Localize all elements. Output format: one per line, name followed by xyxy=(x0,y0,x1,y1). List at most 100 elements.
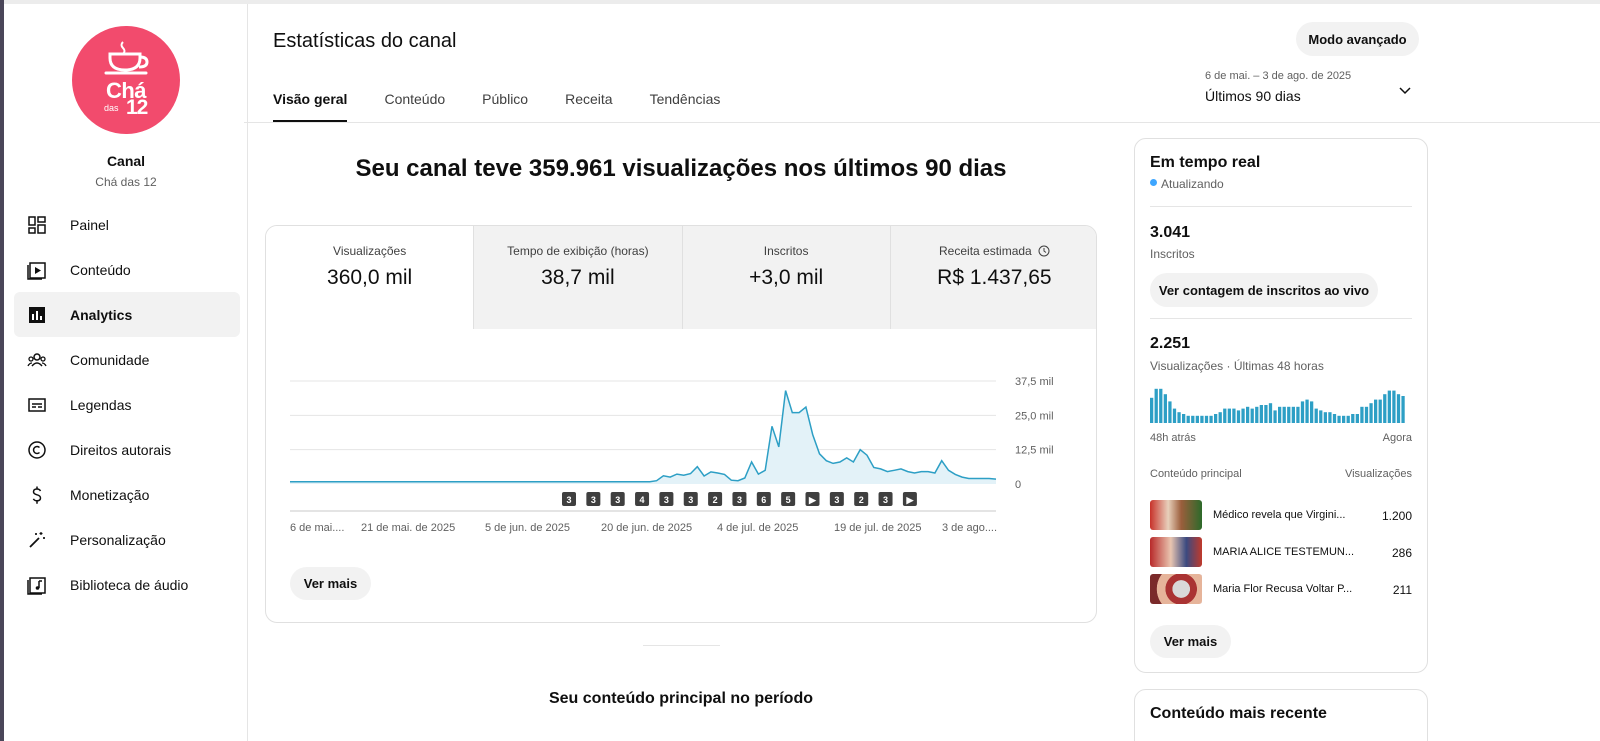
sidebar-item-analytics[interactable]: Analytics xyxy=(14,292,240,337)
upload-marker[interactable] xyxy=(562,492,576,506)
sidebar-item-label: Monetização xyxy=(70,486,150,503)
video-title: Médico revela que Virgini... xyxy=(1213,509,1346,521)
dashboard-icon xyxy=(26,214,48,236)
realtime-bar xyxy=(1314,408,1318,423)
realtime-bar xyxy=(1168,401,1172,423)
y-tick-label: 25,0 mil xyxy=(1015,410,1054,422)
realtime-bar xyxy=(1172,408,1177,423)
upload-marker[interactable] xyxy=(756,492,771,506)
window-top-edge xyxy=(4,0,1600,4)
realtime-bar xyxy=(1241,408,1245,423)
sidebar-item-biblioteca-de-audio[interactable]: Biblioteca de áudio xyxy=(14,562,240,607)
realtime-bar xyxy=(1255,406,1259,423)
realtime-bar xyxy=(1282,406,1286,423)
realtime-bar xyxy=(1209,415,1213,423)
metric-revenue[interactable]: Receita estimada R$ 1.437,65 xyxy=(889,226,1096,329)
realtime-subscribers-label: Inscritos xyxy=(1150,247,1195,261)
top-content-row[interactable]: Médico revela que Virgini... 1.200 xyxy=(1150,500,1412,532)
upload-marker-label: 3 xyxy=(566,495,571,505)
sidebar: Chá das 12 Canal Chá das 12 Painel Conte… xyxy=(4,4,248,741)
sidebar-item-monetizacao[interactable]: Monetização xyxy=(14,472,240,517)
tab-visao-geral[interactable]: Visão geral xyxy=(273,82,348,122)
upload-marker[interactable] xyxy=(586,492,601,506)
realtime-bar xyxy=(1232,408,1236,423)
logo-text-num: 12 xyxy=(126,96,148,119)
sidebar-item-label: Conteúdo xyxy=(70,261,131,278)
top-content-row[interactable]: Maria Flor Recusa Voltar P... 211 xyxy=(1150,574,1412,606)
realtime-bar xyxy=(1342,415,1346,423)
realtime-bar xyxy=(1250,408,1254,423)
realtime-bar xyxy=(1323,412,1327,423)
tab-tendencias[interactable]: Tendências xyxy=(649,91,721,107)
live-subscriber-count-button[interactable]: Ver contagem de inscritos ao vivo xyxy=(1150,273,1378,307)
upload-marker[interactable] xyxy=(683,492,698,506)
area-fill xyxy=(290,390,996,484)
top-content-row[interactable]: MARIA ALICE TESTEMUN... 286 xyxy=(1150,537,1412,569)
realtime-bar xyxy=(1310,401,1314,423)
metric-value: +3,0 mil xyxy=(749,266,824,289)
realtime-bar xyxy=(1236,410,1241,423)
x-tick-label: 19 de jul. de 2025 xyxy=(834,522,921,534)
overview-card: Visualizações 360,0 mil Tempo de exibiçã… xyxy=(265,225,1097,623)
metric-tabs: Visualizações 360,0 mil Tempo de exibiçã… xyxy=(266,226,1096,329)
metric-watch-time[interactable]: Tempo de exibição (horas) 38,7 mil xyxy=(473,226,682,329)
realtime-bar xyxy=(1378,399,1382,423)
monetization-icon xyxy=(26,484,48,506)
top-content-header: Conteúdo principal xyxy=(1150,468,1242,480)
upload-marker[interactable] xyxy=(781,492,796,506)
x-tick-label: 6 de mai.... xyxy=(290,522,344,534)
realtime-bar xyxy=(1159,388,1163,423)
upload-marker[interactable] xyxy=(854,492,869,506)
top-content-title: Seu conteúdo principal no período xyxy=(548,690,813,707)
date-range-selector[interactable]: Últimos 90 dias xyxy=(1205,88,1301,104)
sidebar-item-personalizacao[interactable]: Personalização xyxy=(14,517,240,562)
sidebar-item-comunidade[interactable]: Comunidade xyxy=(14,337,240,382)
realtime-axis-start: 48h atrás xyxy=(1150,432,1196,444)
metric-label: Receita estimada xyxy=(891,244,1096,258)
upload-marker[interactable] xyxy=(805,492,820,506)
upload-marker[interactable] xyxy=(635,492,650,506)
upload-marker[interactable] xyxy=(610,492,625,506)
realtime-bar xyxy=(1287,406,1291,423)
upload-marker[interactable] xyxy=(878,492,893,506)
tab-receita[interactable]: Receita xyxy=(565,91,613,107)
sidebar-item-conteudo[interactable]: Conteúdo xyxy=(14,247,240,292)
realtime-bar xyxy=(1163,394,1167,423)
upload-marker[interactable] xyxy=(708,492,723,506)
chevron-down-icon[interactable] xyxy=(1397,82,1413,98)
divider xyxy=(1150,206,1412,207)
divider xyxy=(1150,318,1412,319)
channel-avatar[interactable]: Chá das 12 xyxy=(72,26,180,134)
upload-marker-label: 3 xyxy=(664,495,669,505)
realtime-bar xyxy=(1278,406,1282,423)
realtime-bar xyxy=(1401,396,1405,423)
metric-views[interactable]: Visualizações 360,0 mil xyxy=(266,226,474,329)
customization-icon xyxy=(26,529,48,551)
tab-conteudo[interactable]: Conteúdo xyxy=(384,91,446,107)
advanced-mode-button[interactable]: Modo avançado xyxy=(1296,22,1419,56)
realtime-bar xyxy=(1305,399,1309,423)
sidebar-item-direitos-autorais[interactable]: Direitos autorais xyxy=(14,427,240,472)
x-tick-label: 21 de mai. de 2025 xyxy=(361,522,455,534)
upload-marker[interactable] xyxy=(902,492,917,506)
y-tick-label: 37,5 mil xyxy=(1015,376,1054,388)
upload-marker[interactable] xyxy=(659,492,674,506)
realtime-bar xyxy=(1364,406,1369,423)
header-divider xyxy=(244,122,1600,123)
see-more-button[interactable]: Ver mais xyxy=(290,567,371,600)
realtime-bar-chart xyxy=(1150,388,1405,423)
realtime-see-more-button[interactable]: Ver mais xyxy=(1150,625,1231,658)
sidebar-item-legendas[interactable]: Legendas xyxy=(14,382,240,427)
y-tick-label: 12,5 mil xyxy=(1015,445,1054,457)
metric-value: 360,0 mil xyxy=(327,266,413,289)
metric-subscribers[interactable]: Inscritos +3,0 mil xyxy=(681,226,890,329)
tab-publico[interactable]: Público xyxy=(482,91,529,107)
subtitles-icon xyxy=(26,394,48,416)
upload-marker[interactable] xyxy=(829,492,844,506)
sidebar-item-painel[interactable]: Painel xyxy=(14,202,240,247)
realtime-bar xyxy=(1268,403,1273,423)
sidebar-item-label: Biblioteca de áudio xyxy=(70,576,189,593)
upload-marker[interactable] xyxy=(732,492,747,506)
upload-marker-label: ▶ xyxy=(808,495,817,505)
realtime-bar xyxy=(1195,415,1199,423)
